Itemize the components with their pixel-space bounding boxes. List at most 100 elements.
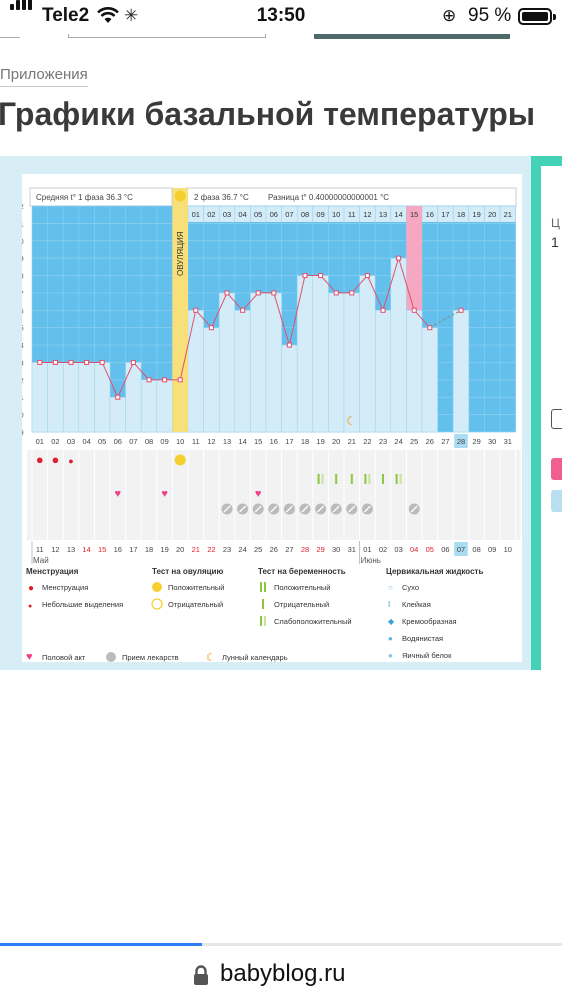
legend-fluid-icon: ● [388,634,393,643]
legend-preg-icon [264,616,266,626]
battery-percent: 95 % [468,5,512,26]
side-blue-button[interactable] [551,490,562,512]
diff-label: Разница t° 0.40000000000001 °C [268,193,389,202]
calendar-date-label: 10 [504,545,512,554]
temp-bar [140,379,158,433]
data-point [68,359,74,365]
cycle-day-label: 07 [129,437,137,446]
data-point [208,325,214,331]
y-tick-label: 36.0 [22,413,24,420]
data-point [411,307,417,313]
calendar-date-label: 19 [160,545,168,554]
cycle-day-label: 06 [114,437,122,446]
legend-preg-icon [262,599,264,609]
cycle-day-label: 19 [316,437,324,446]
legend-bottom-label: Лунный календарь [222,653,288,662]
pregnancy-test-icon [395,474,398,484]
legend-fluid-icon: I [388,600,390,609]
calendar-date-label: 17 [129,545,137,554]
calendar-date-label: 30 [332,545,340,554]
side-pink-button[interactable] [551,458,562,480]
data-point [255,290,261,296]
cycle-day-label: 28 [457,437,465,446]
cycle-day-label: 29 [472,437,480,446]
y-tick-label: 35.9 [22,430,24,437]
calendar-date-label: 02 [379,545,387,554]
phase2-day-label: 13 [379,210,387,219]
cycle-day-label: 25 [410,437,418,446]
calendar-date-label: 03 [394,545,402,554]
phase2-day-label: 06 [270,210,278,219]
temp-bar [452,310,470,433]
heart-icon[interactable]: ❤ [551,172,562,189]
temp-bar [156,379,173,433]
legend-heart-icon: ♥ [26,651,33,662]
menstruation-drop-icon: ● [68,456,73,466]
temp-bar [250,292,267,433]
calendar-date-label: 24 [238,545,246,554]
temp-bar [125,362,142,433]
data-point [271,290,277,296]
data-point [396,255,402,261]
data-point [380,307,386,313]
phase2-day-row [188,206,516,222]
phase2-day-label: 19 [472,210,480,219]
data-point [349,290,355,296]
data-point [52,359,58,365]
temp-bar [374,310,392,433]
y-tick-label: 36.6 [22,308,24,315]
pill-icon-stroke [363,505,371,513]
ovulation-test-icon [174,454,186,466]
cycle-day-label: 15 [254,437,262,446]
data-point [177,377,183,383]
phase2-day-label: 21 [504,210,512,219]
calendar-date-label: 16 [114,545,122,554]
phase2-day-label: 09 [316,210,324,219]
cycle-day-label: 02 [51,437,59,446]
side-text-1: Ц [551,216,560,230]
orientation-lock-icon: ⊕ [442,6,457,25]
phase2-day-label: 10 [332,210,340,219]
calendar-date-label: 11 [36,545,44,554]
y-tick-label: 36.7 [22,291,24,298]
phase2-day-label: 15 [410,210,418,219]
cycle-day-label: 13 [223,437,231,446]
data-point [427,325,433,331]
pill-icon-stroke [239,505,247,513]
cycle-day-label: 12 [207,437,215,446]
cycle-day-label: 31 [504,437,512,446]
calendar-date-label: 04 [410,545,418,554]
address-bar[interactable]: babyblog.ru [0,950,562,1000]
legend-title: Тест на овуляцию [152,567,223,576]
legend-item-label: Отрицательный [168,600,223,609]
page-load-progress [0,943,562,946]
y-tick-label: 37.2 [22,204,24,211]
page-title: Графики базальной температуры [0,96,536,132]
data-point [99,359,105,365]
breadcrumb[interactable]: Приложения [0,66,88,87]
temp-bar [78,362,95,433]
data-point [333,290,339,296]
legend-moon-icon: ☾ [206,652,216,662]
phase2-day-label: 05 [254,210,262,219]
legend-item-label: Яичный белок [402,651,452,660]
pregnancy-test-icon [317,474,320,484]
legend-preg-icon [260,582,262,592]
chart-panel: Средняя t° 1 фаза 36.3 °C 2 фаза 36.7 °C Р… [0,156,531,670]
menstruation-drop-icon: ● [36,452,44,467]
phase2-day-label: 11 [348,210,356,219]
temp-bar [421,327,438,433]
pregnancy-test-icon [350,474,353,484]
cycle-day-label: 08 [145,437,153,446]
side-input[interactable] [551,409,562,429]
phase2-day-label: 18 [457,210,465,219]
data-point [130,359,136,365]
cycle-day-label: 04 [82,437,90,446]
legend-ovu-pos-icon [152,582,162,592]
temp-bar [359,275,376,433]
y-tick-label: 37.1 [22,221,24,228]
legend-drop-icon: ● [28,603,32,610]
phase2-day-label: 14 [394,210,402,219]
today-highlight [454,542,468,556]
temp-bar [187,310,204,433]
